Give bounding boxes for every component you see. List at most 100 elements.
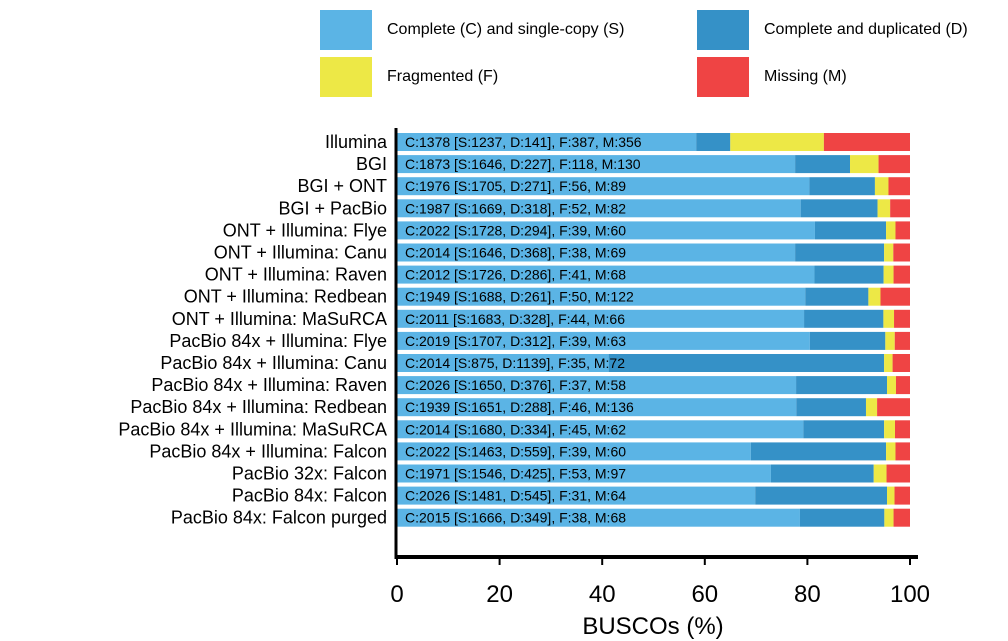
bar-segment-fragmented xyxy=(884,508,894,527)
bar-segment-missing xyxy=(892,354,910,372)
bar-segment-duplicated xyxy=(809,177,875,196)
bar-segment-single xyxy=(397,376,797,395)
category-label: PacBio 84x + Illumina: MaSuRCA xyxy=(118,419,387,439)
bar-data-label: C:2026 [S:1481, D:545], F:31, M:64 xyxy=(405,488,626,504)
category-label: ONT + Illumina: Raven xyxy=(205,265,387,285)
bar-segment-missing xyxy=(895,221,910,240)
bar-data-label: C:2011 [S:1683, D:328], F:44, M:66 xyxy=(405,311,625,327)
bar-segment-fragmented xyxy=(850,155,879,174)
category-label: PacBio 84x: Falcon purged xyxy=(171,508,387,528)
bar-segment-fragmented xyxy=(884,420,896,439)
bar-segment-fragmented xyxy=(885,331,895,350)
legend-item-single: Complete (C) and single-copy (S) xyxy=(320,10,624,50)
bar-segment-missing xyxy=(893,243,910,262)
bar-segment-fragmented xyxy=(887,486,895,505)
bar-segment-missing xyxy=(893,265,910,284)
category-label: PacBio 84x: Falcon xyxy=(232,486,387,506)
legend-label-duplicated: Complete and duplicated (D) xyxy=(764,21,968,38)
bar-segment-single xyxy=(397,287,806,306)
category-label: PacBio 32x: Falcon xyxy=(232,464,387,484)
x-tick-label: 80 xyxy=(794,581,821,608)
bar-segment-duplicated xyxy=(770,464,874,483)
bar-segment-single xyxy=(397,177,810,196)
bar-data-label: C:2026 [S:1650, D:376], F:37, M:58 xyxy=(405,377,626,393)
bar-segment-duplicated xyxy=(804,309,884,328)
bar-data-label: C:2014 [S:1646, D:368], F:38, M:69 xyxy=(405,245,626,261)
bar-segment-duplicated xyxy=(796,376,888,395)
x-tick-label: 60 xyxy=(691,581,718,608)
bar-segment-missing xyxy=(895,376,910,395)
category-label: ONT + Illumina: Redbean xyxy=(184,287,387,307)
bar-data-label: C:2014 [S:1680, D:334], F:45, M:62 xyxy=(405,421,626,437)
legend-item-missing: Missing (M) xyxy=(697,57,847,97)
bar-data-label: C:2014 [S:875, D:1139], F:35, M:72 xyxy=(405,355,625,371)
bar-segment-single xyxy=(397,265,815,284)
bar-segment-single xyxy=(397,464,771,483)
bar-segment-single xyxy=(397,486,756,505)
bar-segment-missing xyxy=(895,420,910,439)
bar-segment-single xyxy=(397,442,751,461)
x-axis-title: BUSCOs (%) xyxy=(582,613,723,640)
category-label: ONT + Illumina: Canu xyxy=(214,243,387,263)
bar-segment-fragmented xyxy=(884,354,893,372)
bar-segment-missing xyxy=(894,331,910,350)
x-tick-label: 40 xyxy=(589,581,616,608)
bar-segment-single xyxy=(397,331,810,350)
bar-segment-single xyxy=(397,243,796,262)
bar-segment-missing xyxy=(888,177,910,196)
bar-segment-missing xyxy=(890,199,910,218)
bar-segment-duplicated xyxy=(814,265,884,284)
bar-segment-single xyxy=(397,309,805,328)
bar-segment-fragmented xyxy=(874,177,889,196)
bar-segment-fragmented xyxy=(883,265,894,284)
bar-data-label: C:1873 [S:1646, D:227], F:118, M:130 xyxy=(405,156,641,172)
bar-data-label: C:1939 [S:1651, D:288], F:46, M:136 xyxy=(405,399,634,415)
x-tick-label: 20 xyxy=(486,581,513,608)
category-label: Illumina xyxy=(325,132,388,152)
legend-item-fragmented: Fragmented (F) xyxy=(320,57,498,97)
bar-segment-duplicated xyxy=(809,331,886,350)
bar-segment-missing xyxy=(823,133,910,151)
bar-segment-fragmented xyxy=(873,464,887,483)
bar-segment-missing xyxy=(895,442,910,461)
bar-segment-fragmented xyxy=(886,442,896,461)
bar-data-label: C:1378 [S:1237, D:141], F:387, M:356 xyxy=(405,134,642,150)
bar-segment-fragmented xyxy=(877,199,891,218)
category-label: ONT + Illumina: MaSuRCA xyxy=(172,309,387,329)
bar-segment-duplicated xyxy=(795,243,885,262)
x-tick-label: 0 xyxy=(390,581,403,608)
category-label: BGI xyxy=(356,154,387,174)
legend-swatch-fragmented xyxy=(320,57,372,97)
bar-data-label: C:2019 [S:1707, D:312], F:39, M:63 xyxy=(405,333,626,349)
bar-data-label: C:2022 [S:1728, D:294], F:39, M:60 xyxy=(405,222,626,238)
category-label: PacBio 84x + Illumina: Falcon xyxy=(149,441,387,461)
x-tick-label: 100 xyxy=(890,581,930,608)
bar-data-label: C:1949 [S:1688, D:261], F:50, M:122 xyxy=(405,289,634,305)
bar-segment-duplicated xyxy=(608,354,885,372)
category-label: PacBio 84x + Illumina: Canu xyxy=(160,353,387,373)
bar-segment-fragmented xyxy=(884,243,894,262)
bar-segment-missing xyxy=(894,309,910,328)
bars-group: C:1378 [S:1237, D:141], F:387, M:356 C:18… xyxy=(397,133,910,527)
category-label: BGI + PacBio xyxy=(278,198,387,218)
category-label: PacBio 84x + Illumina: Flye xyxy=(169,331,387,351)
bar-segment-single xyxy=(397,508,800,527)
bar-segment-single xyxy=(397,354,609,372)
bar-data-label: C:2012 [S:1726, D:286], F:41, M:68 xyxy=(405,267,626,283)
bar-segment-duplicated xyxy=(805,287,869,306)
category-label: ONT + Illumina: Flye xyxy=(223,220,387,240)
legend-label-single: Complete (C) and single-copy (S) xyxy=(387,21,625,38)
legend-swatch-duplicated xyxy=(697,10,749,50)
category-label: PacBio 84x + Illumina: Redbean xyxy=(130,397,387,417)
bar-segment-duplicated xyxy=(750,442,887,461)
bar-segment-single xyxy=(397,133,697,151)
bar-segment-fragmented xyxy=(883,309,895,328)
legend-swatch-single xyxy=(320,10,372,50)
bar-segment-fragmented xyxy=(865,398,878,417)
bar-segment-fragmented xyxy=(730,133,824,151)
category-label: BGI + ONT xyxy=(297,176,387,196)
bar-segment-duplicated xyxy=(803,420,885,439)
bar-segment-single xyxy=(397,199,801,218)
